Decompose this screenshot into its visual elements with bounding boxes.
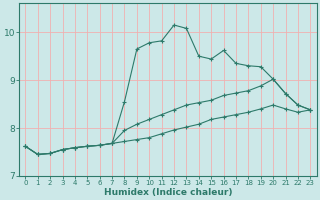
X-axis label: Humidex (Indice chaleur): Humidex (Indice chaleur) [104, 188, 232, 197]
